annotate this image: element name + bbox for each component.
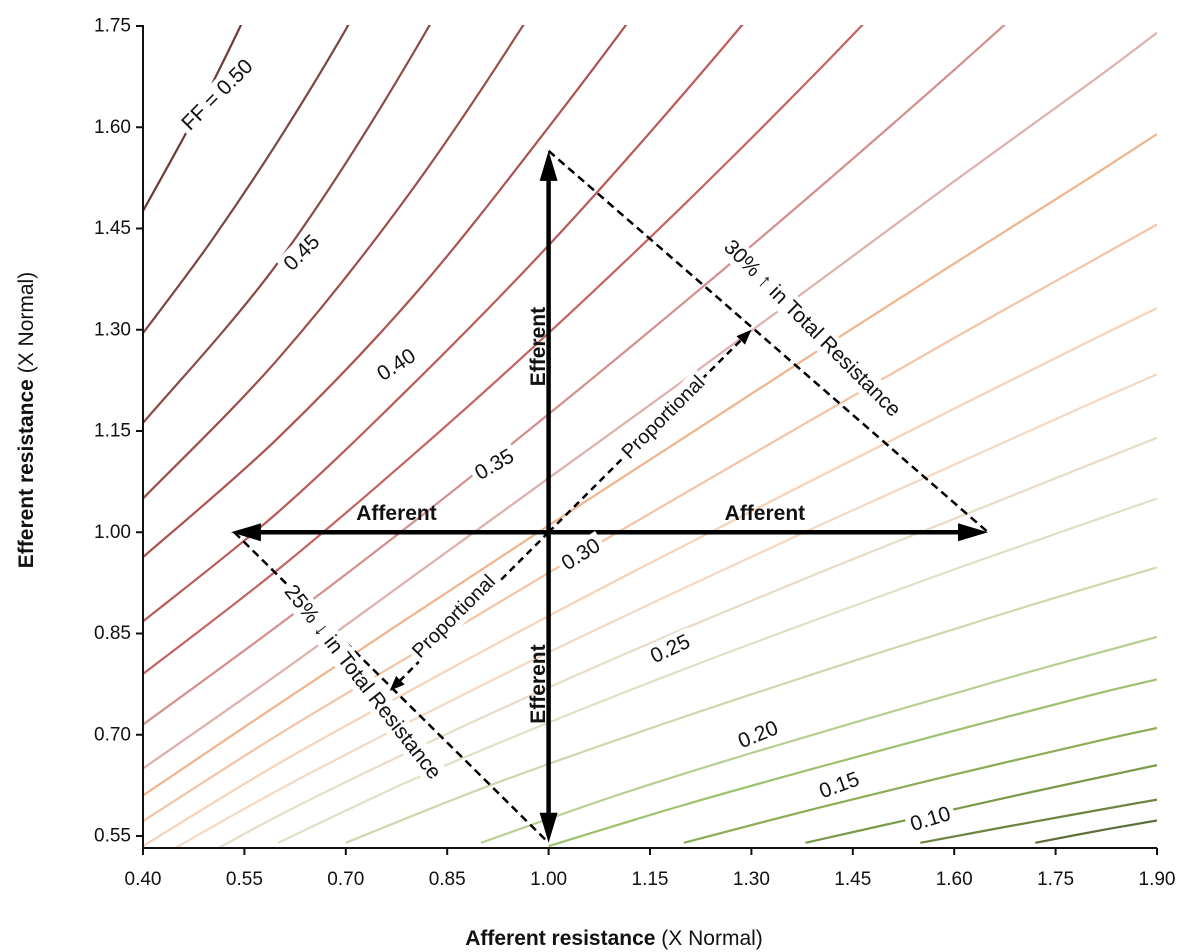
total-resistance-label: 30% ↑ in Total Resistance: [719, 235, 905, 421]
contour-label: FF = 0.50: [177, 55, 257, 135]
arrow-label-group: Afferent: [356, 502, 437, 525]
arrow-label: Efferent: [527, 644, 550, 723]
contour-line: [143, 25, 350, 334]
contour-label-background: [173, 51, 262, 139]
x-axis-ticks: 0.40 0.55 0.70 0.85 1.00 1.15 1.30 1.45 1.60 1.75…: [125, 848, 1176, 890]
contour-label-group: 0.45: [275, 226, 329, 279]
contour-line: [143, 25, 628, 559]
x-tick-label: 0.55: [226, 869, 263, 890]
contour-line: [345, 566, 1157, 844]
arrow-head: [230, 523, 261, 542]
y-axis-title-unit: (X Normal): [15, 272, 38, 379]
y-tick-label: 1.45: [94, 218, 131, 239]
arrow-head: [389, 676, 405, 691]
arrow-label-group: Efferent: [527, 644, 550, 723]
y-tick-label: 1.15: [94, 421, 131, 442]
x-tick-label: 1.60: [936, 869, 973, 890]
contour-line: [277, 497, 1157, 844]
x-tick-label: 0.85: [429, 869, 466, 890]
contour-label-group: 0.35: [467, 441, 522, 488]
contour-line: [683, 726, 1157, 844]
y-tick-label: 0.55: [94, 826, 131, 847]
arrow-label: Afferent: [356, 502, 437, 525]
contour-label-group: 0.30: [553, 530, 609, 579]
total-resistance-label-group: 30% ↑ in Total Resistance: [716, 232, 909, 425]
x-tick-label: 1.00: [530, 869, 567, 890]
contour-line: [143, 223, 1157, 823]
x-tick-label: 1.45: [834, 869, 871, 890]
total-resistance-label-background: [277, 577, 449, 787]
contour-label-background: [467, 441, 522, 488]
x-axis-title-unit: (X Normal): [655, 927, 762, 950]
contour-label: 0.10: [908, 802, 954, 836]
contour-label-group: 0.20: [730, 714, 786, 756]
x-tick-label: 0.70: [327, 869, 364, 890]
contour-label-group: 0.15: [812, 765, 867, 806]
contour-line: [143, 25, 864, 675]
y-tick-label: 1.30: [94, 319, 131, 340]
x-axis: 0.40 0.55 0.70 0.85 1.00 1.15 1.30 1.45 1.60 1.75…: [125, 847, 1176, 890]
contour-line: [143, 31, 1157, 770]
arrow-label-group: Afferent: [725, 502, 806, 525]
y-tick-label: 1.60: [94, 117, 131, 138]
y-axis-ticks: 0.55 0.70 0.85 1.00 1.15 1.30 1.45 1.60 1.75: [94, 16, 143, 847]
contour-line: [143, 25, 744, 623]
contour-line: [920, 798, 1157, 844]
contour-line: [805, 764, 1157, 844]
contour-label-background: [553, 530, 609, 579]
contour-label-background: [275, 226, 329, 279]
x-axis-title: Afferent resistance (X Normal): [465, 927, 763, 950]
y-tick-label: 0.85: [94, 623, 131, 644]
contour-line: [143, 25, 1007, 726]
contour-line: [143, 307, 1157, 848]
contour-label-background: [642, 627, 698, 671]
arrow-label: Efferent: [527, 307, 550, 386]
contour-line: [143, 25, 525, 500]
x-tick-label: 0.40: [125, 869, 162, 890]
contour-label-group: FF = 0.50: [173, 51, 262, 139]
dashed-line: [547, 149, 989, 534]
y-tick-label: 0.70: [94, 724, 131, 745]
resistance-change-arrows: [230, 149, 989, 844]
arrow-label-background: [405, 567, 503, 666]
arrow-labels: Afferent Afferent Efferent Efferent Proporti…: [356, 307, 805, 724]
arrow-label: Afferent: [725, 502, 806, 525]
contour-line: [143, 25, 243, 212]
y-tick-label: 1.75: [94, 16, 131, 37]
total-resistance-label-background: [716, 232, 909, 425]
contour-label-group: 0.10: [903, 800, 958, 839]
contour-line: [480, 635, 1157, 844]
contour-line: [1035, 819, 1157, 844]
dashed-line: [233, 531, 550, 844]
y-axis-title-main: Efferent resistance: [15, 379, 38, 568]
y-tick-label: 1.00: [94, 522, 131, 543]
x-tick-label: 1.75: [1037, 869, 1074, 890]
contour-line: [216, 436, 1157, 848]
y-axis-title: Efferent resistance (X Normal): [15, 272, 38, 568]
arrow-head: [539, 150, 558, 181]
arrow-head: [958, 523, 988, 542]
contour-line: [143, 133, 1157, 797]
contour-line: [173, 373, 1157, 848]
arrow-head: [539, 812, 558, 843]
arrow-label-background: [614, 368, 713, 467]
arrow-label-group: Proportional: [405, 567, 503, 666]
ff-contour-lines: [143, 25, 1157, 848]
y-axis: 0.55 0.70 0.85 1.00 1.15 1.30 1.45 1.60 1.75: [94, 16, 144, 848]
contour-label-background: [369, 341, 424, 389]
contour-line: [548, 678, 1157, 848]
x-tick-label: 1.30: [733, 869, 770, 890]
x-tick-label: 1.15: [632, 869, 669, 890]
x-axis-title-main: Afferent resistance: [465, 927, 655, 950]
x-tick-label: 1.90: [1139, 869, 1176, 890]
contour-label-background: [730, 714, 786, 756]
contour-line: [143, 25, 431, 424]
arrow-head: [736, 329, 752, 345]
arrow-label-group: Efferent: [527, 307, 550, 386]
contour-label-background: [903, 800, 958, 839]
contour-label-background: [812, 765, 867, 806]
